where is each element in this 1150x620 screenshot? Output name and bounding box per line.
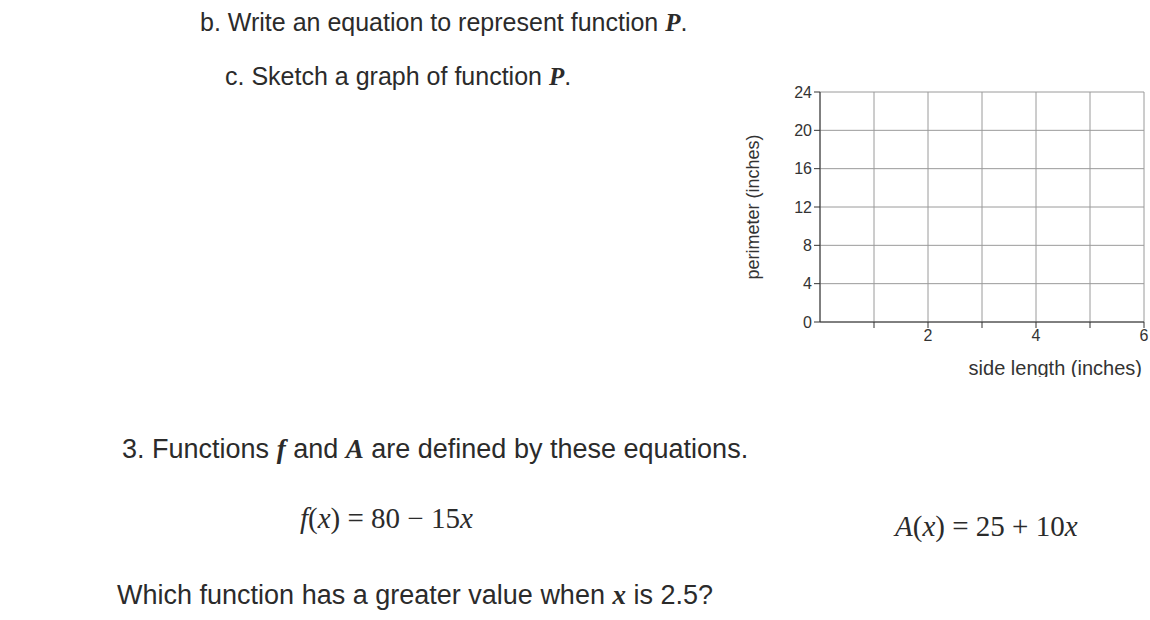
html-text:c. Sketch a graph of function: c. Sketch a graph of function P. — [225, 62, 572, 90]
svg-text:perimeter (inches): perimeter (inches) — [745, 134, 763, 279]
svg-text:12: 12 — [794, 199, 812, 216]
svg-text:0: 0 — [803, 314, 812, 331]
svg-text:20: 20 — [794, 122, 812, 139]
svg-text:2: 2 — [924, 327, 933, 344]
svg-text:side length (inches): side length (inches) — [969, 357, 1142, 377]
svg-text:4: 4 — [1032, 327, 1041, 344]
html-text:Which function has a greater v: Which function has a greater value when … — [117, 580, 713, 610]
html-text:b. Write an equation to repres: b. Write an equation to represent functi… — [200, 8, 688, 36]
html-text:f (x) = 80 − 15 x: f (x) = 80 − 15 x — [300, 502, 473, 534]
html-text:3. Functions f and A are defin: 3. Functions f and A are defined by thes… — [122, 434, 749, 464]
svg-text:24: 24 — [794, 84, 812, 101]
svg-text:6: 6 — [1140, 327, 1142, 344]
svg-text:4: 4 — [803, 275, 812, 292]
svg-text:16: 16 — [794, 160, 812, 177]
html-text:A (x) = 25 + 10 x: A (x) = 25 + 10 x — [895, 510, 1078, 542]
svg-text:8: 8 — [803, 237, 812, 254]
